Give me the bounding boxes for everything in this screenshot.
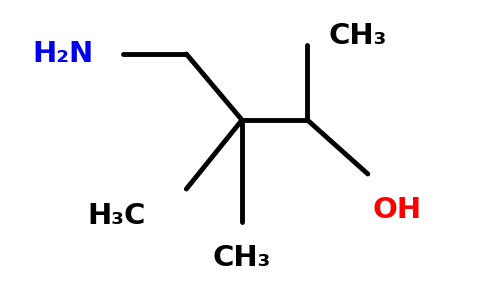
Text: OH: OH [372, 196, 422, 224]
Text: CH₃: CH₃ [213, 244, 271, 272]
Text: H₂N: H₂N [32, 40, 93, 68]
Text: CH₃: CH₃ [329, 22, 387, 50]
Text: H₃C: H₃C [87, 202, 145, 230]
